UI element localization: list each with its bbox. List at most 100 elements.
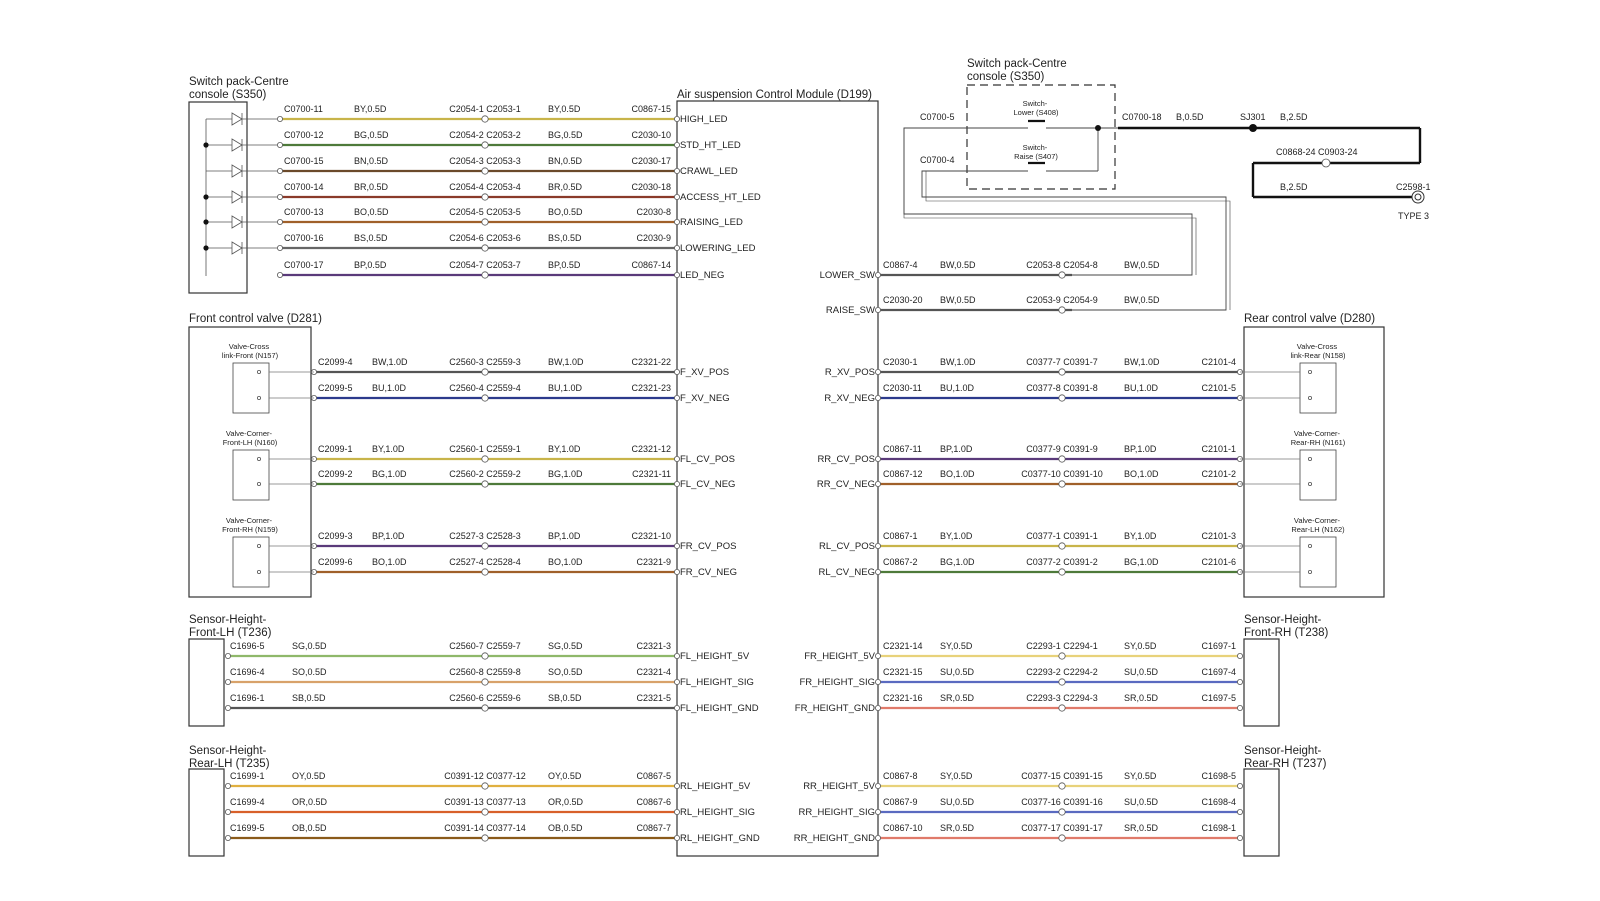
inline-connector-id: C2527-4 C2528-4 bbox=[449, 557, 521, 567]
connector-id: C0867-7 bbox=[636, 823, 671, 833]
connector-id: C2321-22 bbox=[631, 357, 671, 367]
module-pin-name: R_XV_NEG bbox=[824, 393, 875, 404]
connector-id: C2030-11 bbox=[883, 383, 922, 393]
module-pin-name: CRAWL_LED bbox=[680, 166, 738, 177]
connector-id: C1698-5 bbox=[1201, 771, 1236, 781]
inline-connector bbox=[481, 244, 489, 252]
wire-spec: OR,0.5D bbox=[292, 797, 328, 807]
connector-pin bbox=[674, 116, 681, 123]
connector-id: C2101-4 bbox=[1201, 357, 1236, 367]
connector-id: C2321-16 bbox=[883, 693, 923, 703]
wire-spec: BY,0.5D bbox=[354, 104, 387, 114]
wire-spec: SY,0.5D bbox=[1124, 771, 1157, 781]
valve-n157-box bbox=[232, 362, 270, 414]
connector-id: C0867-1 bbox=[883, 531, 918, 541]
inline-connector-id: C0377-7 C0391-7 bbox=[1026, 357, 1098, 367]
wire-spec: BY,1.0D bbox=[372, 444, 405, 454]
module-pin-name: LOWER_SW bbox=[820, 270, 875, 281]
wire-spec: OB,0.5D bbox=[548, 823, 583, 833]
connector-id: C2101-5 bbox=[1201, 383, 1236, 393]
inline-connector bbox=[481, 455, 489, 463]
wire-spec: BW,1.0D bbox=[940, 357, 976, 367]
connector-id: C2030-18 bbox=[631, 182, 671, 192]
inline-connector-id: C2560-4 C2559-4 bbox=[449, 383, 521, 393]
connector-id: C2101-6 bbox=[1201, 557, 1236, 567]
module-pin-name: FL_HEIGHT_SIG bbox=[680, 677, 754, 688]
connector-id: C2099-3 bbox=[318, 531, 353, 541]
inline-connector-id: C2053-9 C2054-9 bbox=[1026, 295, 1098, 305]
switch-pack-left-box bbox=[188, 101, 248, 294]
valve-n158-box bbox=[1299, 362, 1337, 414]
right-wires: C0867-4 BW,0.5D C2053-8 C2054-8 BW,0.5D LOWE… bbox=[794, 260, 1313, 844]
sensor-rear-rh-title: Sensor-Height- Rear-RH (T237) bbox=[1244, 745, 1327, 770]
wire-spec: BO,0.5D bbox=[548, 207, 583, 217]
led-icon bbox=[206, 138, 280, 152]
wire-spec: BR,0.5D bbox=[354, 182, 389, 192]
wire-spec: SO,0.5D bbox=[548, 667, 583, 677]
module-pin-name: R_XV_POS bbox=[825, 367, 875, 378]
inline-connector bbox=[481, 271, 489, 279]
led-icon bbox=[206, 190, 280, 204]
terminal-icon bbox=[256, 481, 261, 486]
wire-spec: BP,1.0D bbox=[1124, 444, 1157, 454]
terminal-icon bbox=[1308, 456, 1313, 461]
module-pin-name: RR_HEIGHT_5V bbox=[803, 781, 875, 792]
terminal-icon bbox=[256, 456, 261, 461]
connector-id: C2030-1 bbox=[883, 357, 918, 367]
connector-pin bbox=[674, 835, 681, 842]
led-icon bbox=[206, 164, 280, 178]
connector-id: C0867-12 bbox=[883, 469, 923, 479]
wire-spec: BU,1.0D bbox=[372, 383, 407, 393]
connector-id: C0867-4 bbox=[883, 260, 918, 270]
wire-spec: SO,0.5D bbox=[292, 667, 327, 677]
inline-connector bbox=[481, 834, 489, 842]
sensor-rear-rh-box bbox=[1243, 768, 1280, 857]
module-pin-name: LED_NEG bbox=[680, 270, 724, 281]
inline-connector-id: C0377-16 C0391-16 bbox=[1021, 797, 1103, 807]
conn-c0700-18: C0700-18 bbox=[1122, 112, 1162, 122]
sensor-front-rh-box bbox=[1243, 638, 1280, 727]
connector-pin bbox=[875, 543, 882, 550]
inline-connector bbox=[1058, 306, 1066, 314]
module-pin-name: LOWERING_LED bbox=[680, 243, 756, 254]
front-control-valve-box bbox=[188, 326, 312, 598]
wire-spec: BW,0.5D bbox=[940, 295, 976, 305]
connector-id: C2321-14 bbox=[883, 641, 923, 651]
inline-connector bbox=[481, 218, 489, 226]
wire-spec: OY,0.5D bbox=[548, 771, 582, 781]
connector-pin bbox=[674, 705, 681, 712]
wire-spec: BW,0.5D bbox=[940, 260, 976, 270]
sensor-rear-lh-box bbox=[188, 768, 225, 857]
connector-pin bbox=[1237, 653, 1244, 660]
wire-spec: OR,0.5D bbox=[548, 797, 584, 807]
connector-pin bbox=[1237, 809, 1244, 816]
terminal-icon bbox=[256, 544, 261, 549]
connector-id: C0867-10 bbox=[883, 823, 923, 833]
connector-pin bbox=[875, 705, 882, 712]
inline-connector-id: C2560-6 C2559-6 bbox=[449, 693, 521, 703]
module-pin-name: RL_HEIGHT_SIG bbox=[680, 807, 755, 818]
connector-id: C1697-1 bbox=[1201, 641, 1236, 651]
connector-pin bbox=[875, 569, 882, 576]
connector-pin bbox=[674, 809, 681, 816]
wire-spec: BY,1.0D bbox=[1124, 531, 1157, 541]
inline-connector bbox=[1058, 568, 1066, 576]
connector-pin bbox=[875, 480, 882, 487]
wire-spec: SU,0.5D bbox=[1124, 797, 1159, 807]
module-pin-name: RL_CV_POS bbox=[819, 541, 875, 552]
wire-spec: BG,1.0D bbox=[1124, 557, 1159, 567]
connector-pin bbox=[276, 218, 283, 225]
rear-control-valve-title: Rear control valve (D280) bbox=[1244, 313, 1375, 325]
connector-id: C0700-14 bbox=[284, 182, 324, 192]
inline-connector bbox=[481, 394, 489, 402]
module-pin-name: RL_HEIGHT_GND bbox=[680, 833, 760, 844]
inline-connector-id: C2293-1 C2294-1 bbox=[1026, 641, 1098, 651]
inline-connector bbox=[1058, 542, 1066, 550]
connector-pin bbox=[224, 783, 231, 790]
connector-pin bbox=[875, 368, 882, 375]
connector-id: C1699-4 bbox=[230, 797, 265, 807]
connector-id: C0700-11 bbox=[284, 104, 323, 114]
wire-spec: BS,0.5D bbox=[548, 233, 582, 243]
wire-spec: BG,1.0D bbox=[548, 469, 583, 479]
led-icon bbox=[206, 112, 280, 126]
